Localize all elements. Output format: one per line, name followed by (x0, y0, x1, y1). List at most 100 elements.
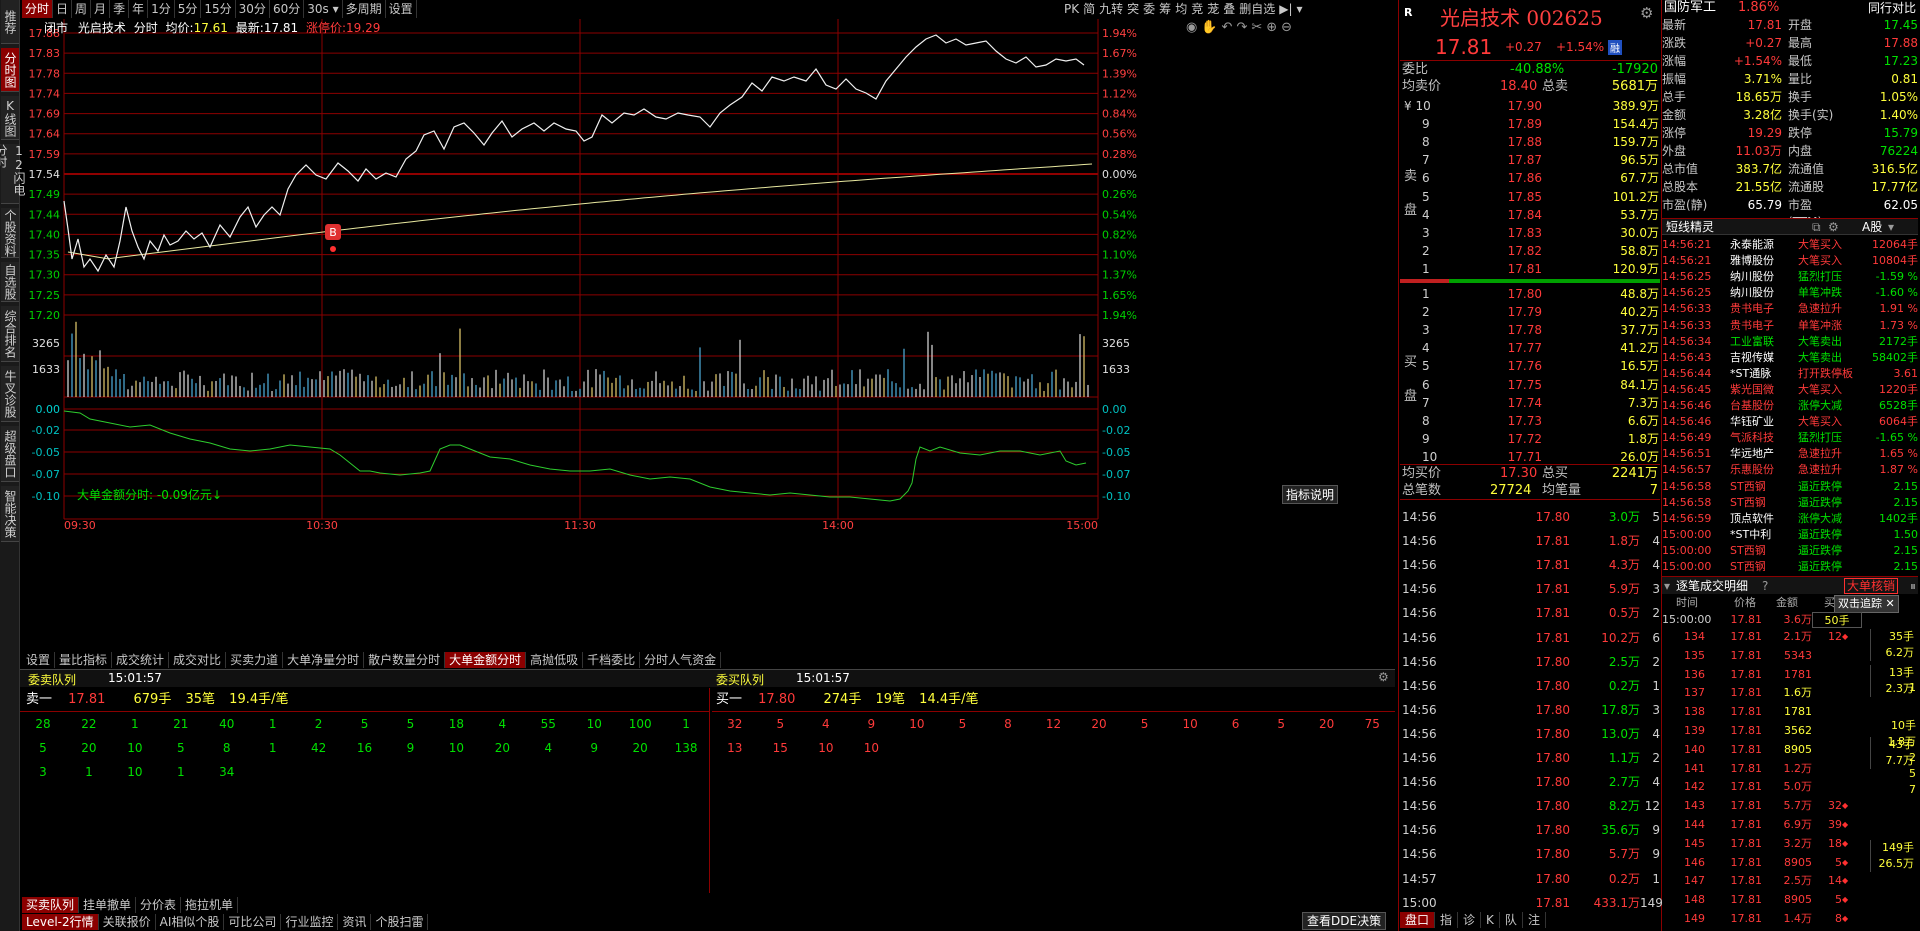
tool-del-watch[interactable]: 删自选 (1239, 2, 1276, 16)
tab-level2[interactable]: Level-2行情 (22, 914, 99, 930)
tool-overlay[interactable]: 叠 (1223, 2, 1236, 16)
news-row[interactable]: 14:56:21 永泰能源 大笔买入 12064手 (1662, 237, 1918, 253)
side-tab-superpanel[interactable]: 超级盘口 (1, 426, 19, 482)
tab-5min[interactable]: 5分 (175, 0, 202, 18)
double-click-track-button[interactable]: 双击追踪 ✕ (1834, 595, 1899, 613)
subtab-retail[interactable]: 散户数量分时 (364, 652, 446, 668)
hand-icon[interactable]: ✋ (1201, 20, 1222, 35)
bid-row[interactable]: 1 17.80 48.8万 (1402, 285, 1660, 303)
news-row[interactable]: 14:56:25 纳川股份 猛烈打压 -1.59 % (1662, 269, 1918, 285)
redo-icon[interactable]: ↷ (1236, 20, 1252, 35)
gear-icon[interactable]: ⚙ (1828, 220, 1839, 234)
tab-timeshare[interactable]: 分时 (22, 0, 54, 18)
tab-panel[interactable]: 盘口 (1400, 912, 1436, 928)
tab-diag[interactable]: 诊 (1458, 912, 1482, 928)
side-tab-watchlist[interactable]: 自选股 (1, 262, 19, 302)
zoom-out-icon[interactable]: ⊖ (1281, 20, 1297, 35)
tab-settings[interactable]: 设置 (386, 0, 417, 18)
tool-long[interactable]: 茏 (1207, 2, 1220, 16)
tool-auction[interactable]: 竞 (1191, 2, 1204, 16)
subtab-bignet[interactable]: 大单净量分时 (283, 652, 365, 668)
bid-row[interactable]: 7 17.74 7.3万 (1402, 394, 1660, 412)
tab-note[interactable]: 注 (1523, 912, 1546, 928)
ask-row[interactable]: ¥ 10 17.90 389.9万 (1402, 97, 1660, 115)
ask-row[interactable]: 1 17.81 120.9万 (1402, 260, 1660, 278)
tool-avg[interactable]: 均 (1175, 2, 1188, 16)
news-row[interactable]: 14:56:33 贵书电子 急速拉升 1.91 % (1662, 301, 1918, 317)
subtab-tradecompare[interactable]: 成交对比 (169, 652, 227, 668)
news-row[interactable]: 15:00:00 ST西钢 逼近跌停 2.15 (1662, 559, 1918, 575)
ask-row[interactable]: 5 17.85 101.2万 (1402, 188, 1660, 206)
news-row[interactable]: 14:56:45 紫光国微 大笔买入 1220手 (1662, 382, 1918, 398)
news-market[interactable]: A股 (1862, 220, 1883, 234)
bid-row[interactable]: 4 17.77 41.2万 (1402, 339, 1660, 357)
tab-30min[interactable]: 30分 (236, 0, 270, 18)
news-row[interactable]: 14:56:46 台基股份 涨停大减 6528手 (1662, 398, 1918, 414)
subtab-force[interactable]: 买卖力道 (226, 652, 284, 668)
tool-wei[interactable]: 委 (1143, 2, 1156, 16)
sector-name[interactable]: 国防军工 (1664, 0, 1717, 15)
side-tab-diagnosis[interactable]: 牛叉诊股 (1, 366, 19, 422)
side-tab-kline[interactable]: K线图 (1, 96, 19, 140)
side-tab-decision[interactable]: 智能决策 (1, 486, 19, 542)
tab-news[interactable]: 资讯 (338, 914, 372, 930)
subtab-weibi[interactable]: 千档委比 (583, 652, 641, 668)
side-tab-profile[interactable]: 个股资料 (1, 208, 19, 258)
ask-row[interactable]: 8 17.88 159.7万 (1402, 133, 1660, 151)
scissors-icon[interactable]: ✂ (1251, 20, 1267, 35)
news-row[interactable]: 14:56:57 乐惠股份 急速拉升 1.87 % (1662, 462, 1918, 478)
bid-row[interactable]: 8 17.73 6.6万 (1402, 412, 1660, 430)
tab-index[interactable]: 指 (1435, 912, 1459, 928)
news-row[interactable]: 14:56:46 华钰矿业 大笔买入 6064手 (1662, 414, 1918, 430)
ask-row[interactable]: 4 17.84 53.7万 (1402, 206, 1660, 224)
timeshare-chart[interactable]: 17.88 1.94% 17.83 1.67% 17.78 1.39% 17.74 1.12%… (20, 19, 1400, 659)
tab-peers[interactable]: 可比公司 (224, 914, 282, 930)
tab-year[interactable]: 年 (129, 0, 149, 18)
zoom-in-icon[interactable]: ⊕ (1266, 20, 1282, 35)
tab-30s[interactable]: 30s ▾ (304, 0, 343, 18)
news-row[interactable]: 14:56:34 工业富联 大笔卖出 2172手 (1662, 334, 1918, 350)
tab-15min[interactable]: 15分 (201, 0, 236, 18)
side-tab-timeshare[interactable]: 分时图 (1, 48, 19, 92)
subtab-bigamount[interactable]: 大单金额分时 (445, 652, 527, 668)
tab-k[interactable]: K (1481, 912, 1500, 928)
news-row[interactable]: 14:56:25 纳川股份 单笔冲跌 -1.60 % (1662, 285, 1918, 301)
buy-marker[interactable] (325, 224, 341, 240)
tab-queue2[interactable]: 队 (1500, 912, 1523, 928)
big-order-button[interactable]: 大单核销 (1844, 578, 1899, 594)
tool-pk[interactable]: PK (1064, 2, 1080, 16)
tab-queue[interactable]: 买卖队列 (22, 897, 80, 913)
tool-tu[interactable]: 突 (1127, 2, 1140, 16)
news-row[interactable]: 14:56:59 顶点软件 涨停大减 1402手 (1662, 511, 1918, 527)
indicator-help-button[interactable]: 指标说明 (1282, 485, 1339, 504)
ask-row[interactable]: 3 17.83 30.0万 (1402, 224, 1660, 242)
bid-row[interactable]: 6 17.75 84.1万 (1402, 376, 1660, 394)
tab-tractor[interactable]: 拖拉机单 (181, 897, 239, 913)
tab-60min[interactable]: 60分 (270, 0, 305, 18)
news-row[interactable]: 14:56:58 ST西钢 逼近跌停 2.15 (1662, 495, 1918, 511)
subtab-popularity[interactable]: 分时人气资金 (640, 652, 722, 668)
news-row[interactable]: 14:56:51 华远地产 急速拉升 1.65 % (1662, 446, 1918, 462)
undo-icon[interactable]: ↶ (1221, 20, 1237, 35)
tab-risk[interactable]: 个股扫雷 (371, 914, 429, 930)
news-row[interactable]: 14:56:58 ST西钢 逼近跌停 2.15 (1662, 479, 1918, 495)
bid-row[interactable]: 9 17.72 1.8万 (1402, 430, 1660, 448)
subtab-volratio[interactable]: 量比指标 (55, 652, 113, 668)
news-row[interactable]: 14:56:49 气派科技 猛烈打压 -1.65 % (1662, 430, 1918, 446)
tab-industry[interactable]: 行业监控 (281, 914, 339, 930)
ask-row[interactable]: 2 17.82 58.8万 (1402, 242, 1660, 260)
tool-ninturn[interactable]: 九转 (1099, 2, 1124, 16)
ask-row[interactable]: 9 17.89 154.4万 (1402, 115, 1660, 133)
dde-button[interactable]: 查看DDE决策 (1302, 912, 1387, 930)
chevron-down-icon[interactable]: ▾ (1296, 2, 1303, 16)
tool-simple[interactable]: 简 (1083, 2, 1096, 16)
subtab-highlow[interactable]: 高抛低吸 (526, 652, 584, 668)
tab-day[interactable]: 日 (53, 0, 73, 18)
subtab-settings[interactable]: 设置 (22, 652, 56, 668)
help-icon[interactable]: ? (1762, 579, 1769, 593)
tab-week[interactable]: 周 (72, 0, 92, 18)
tab-price-table[interactable]: 分价表 (136, 897, 182, 913)
chevron-down-icon[interactable]: ▾ (1888, 220, 1895, 234)
tab-ai-similar[interactable]: AI相似个股 (156, 914, 225, 930)
tab-quarter[interactable]: 季 (110, 0, 130, 18)
